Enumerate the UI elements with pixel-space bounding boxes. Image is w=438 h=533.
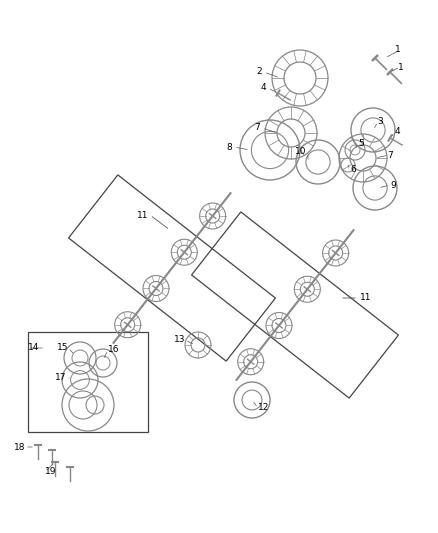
Text: 11: 11	[137, 211, 148, 220]
Text: 14: 14	[28, 343, 39, 352]
Text: 5: 5	[358, 139, 364, 148]
Text: 2: 2	[256, 68, 262, 77]
Text: 9: 9	[390, 181, 396, 190]
Text: 4: 4	[260, 84, 266, 93]
Text: 1: 1	[398, 62, 404, 71]
Text: 11: 11	[360, 294, 371, 303]
Text: 17: 17	[54, 374, 66, 383]
Text: 16: 16	[108, 345, 120, 354]
Text: 7: 7	[254, 124, 260, 133]
Text: 6: 6	[350, 166, 356, 174]
Text: 1: 1	[395, 45, 401, 54]
Text: 7: 7	[387, 150, 393, 159]
Text: 18: 18	[14, 442, 25, 451]
Text: 15: 15	[57, 343, 68, 352]
Text: 8: 8	[226, 142, 232, 151]
Text: 4: 4	[395, 127, 401, 136]
Text: 13: 13	[173, 335, 185, 344]
Text: 12: 12	[258, 403, 269, 413]
Text: 3: 3	[377, 117, 383, 126]
Text: 10: 10	[294, 148, 306, 157]
Text: 19: 19	[45, 467, 57, 477]
Bar	[28, 332, 148, 432]
